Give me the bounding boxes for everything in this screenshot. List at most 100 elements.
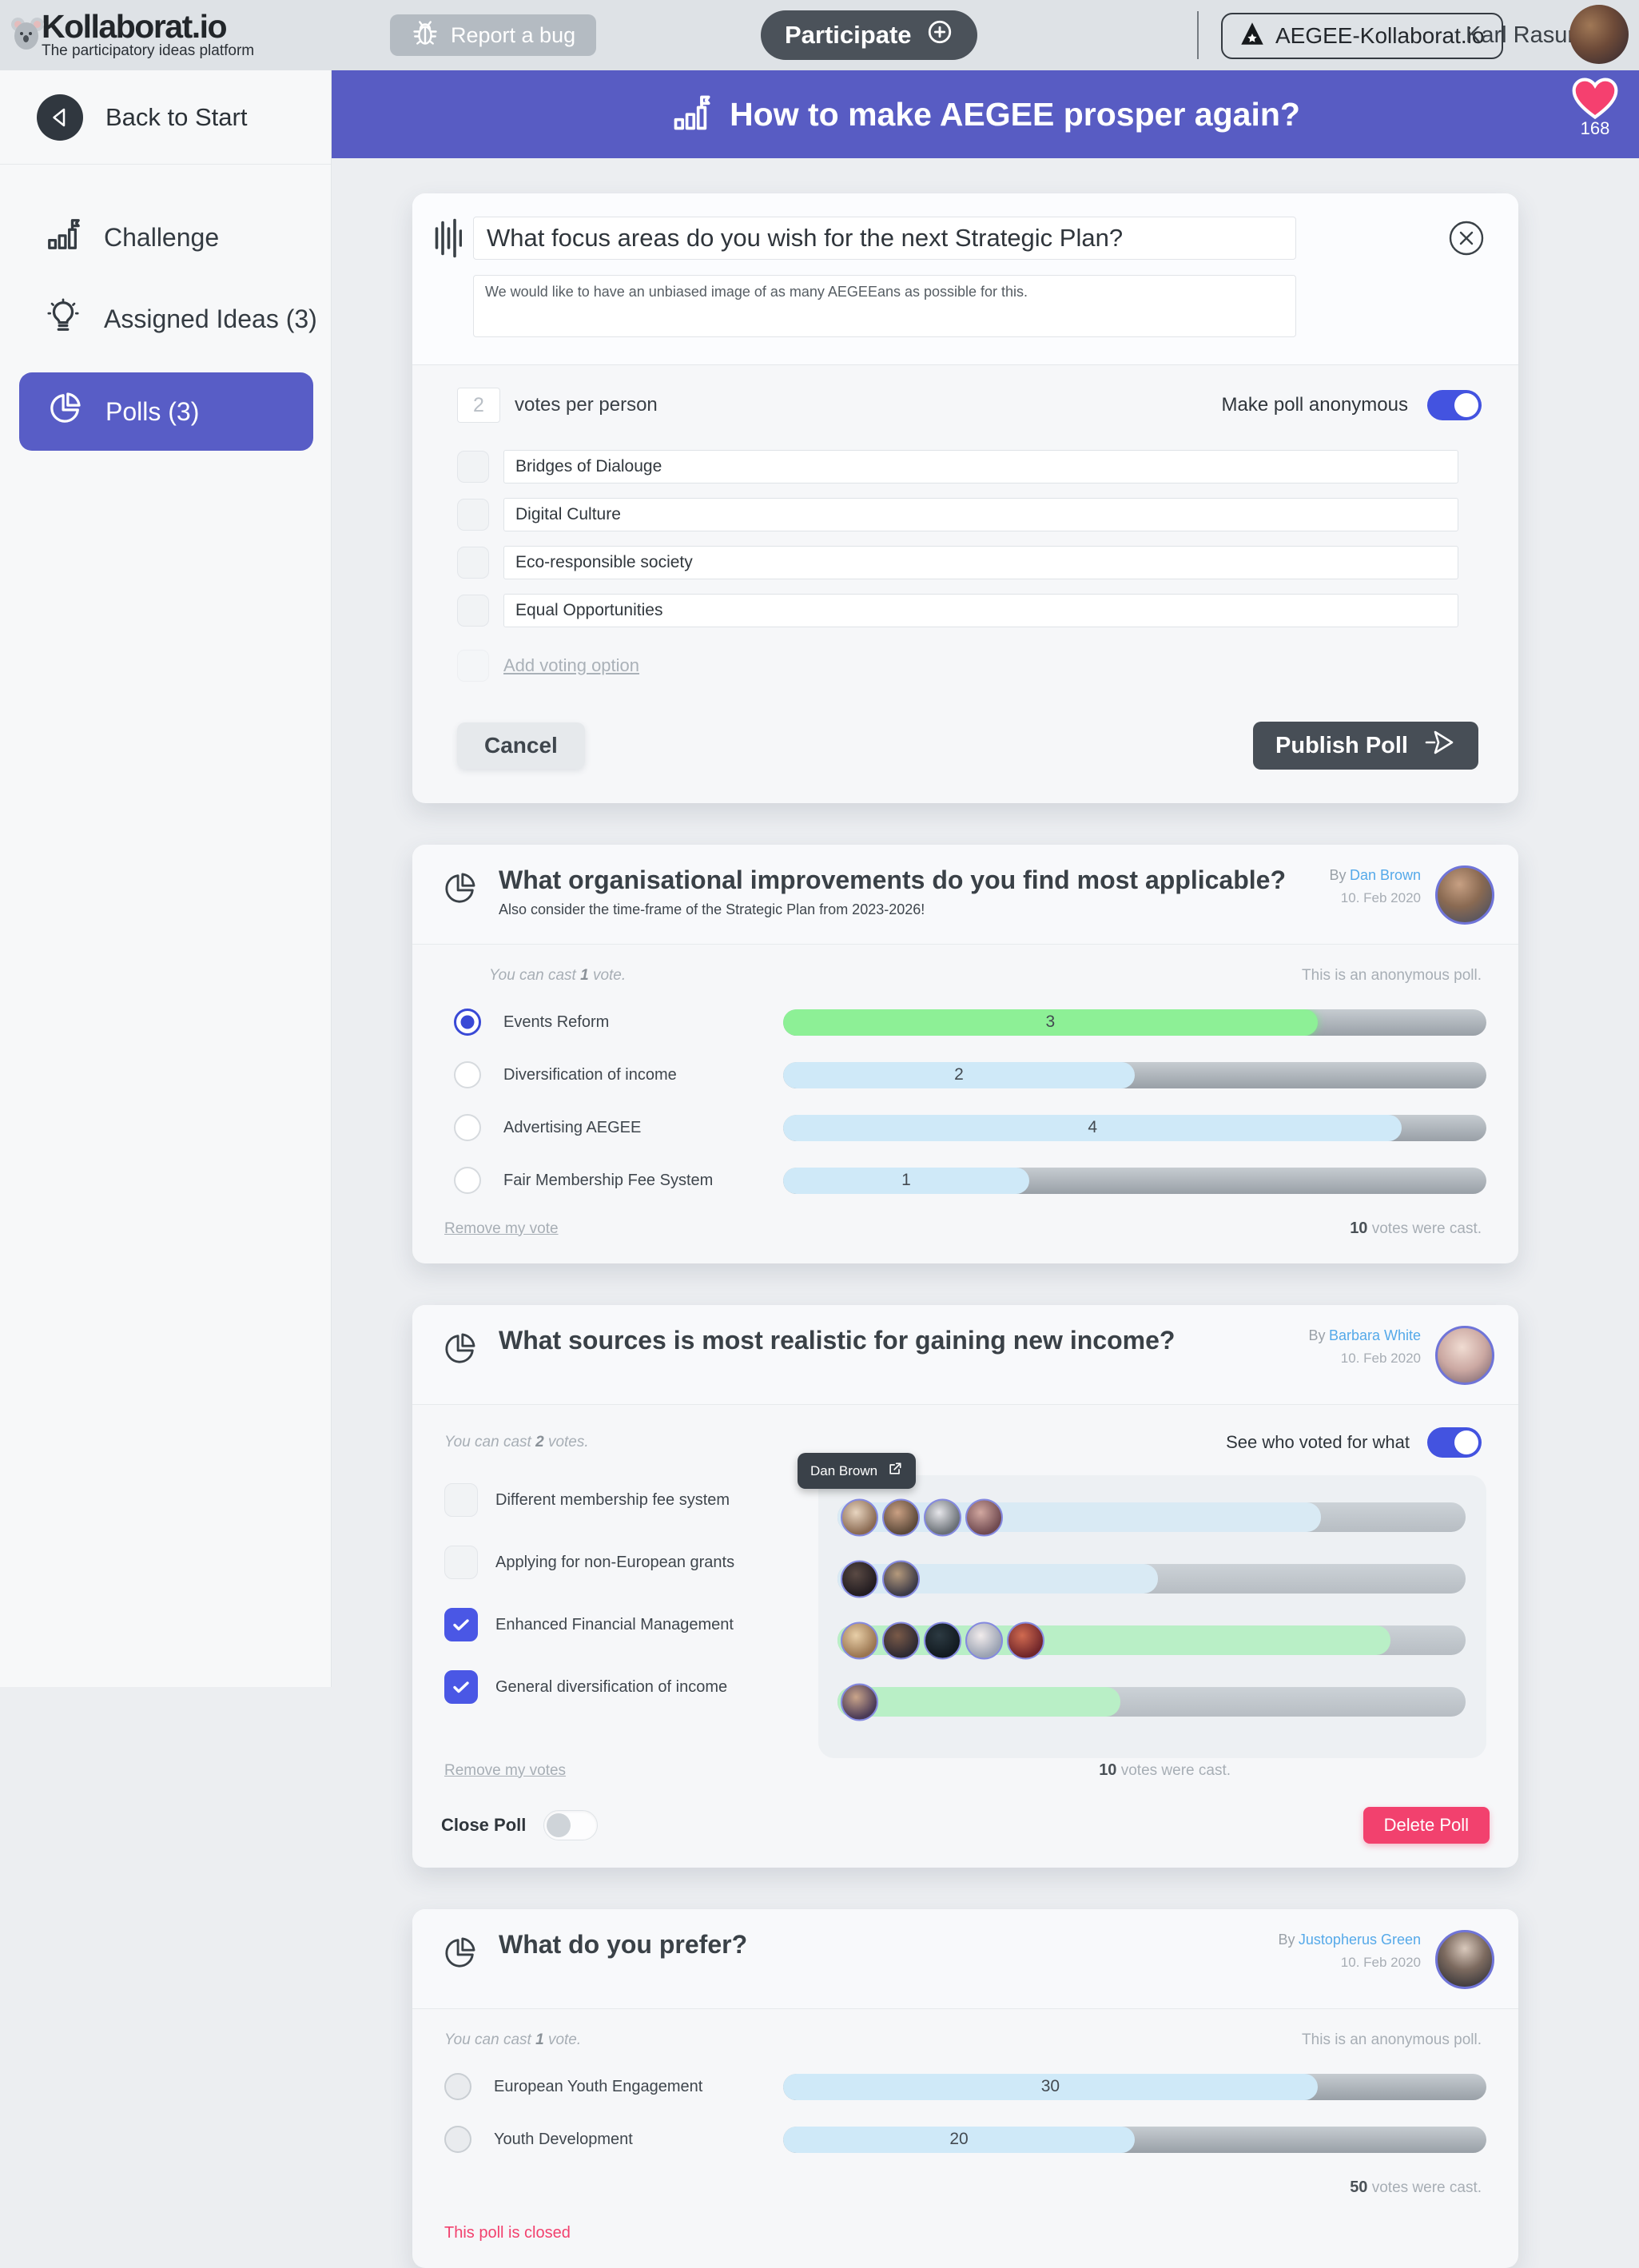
back-to-start-button[interactable]: Back to Start [0,70,331,165]
author-avatar[interactable] [1435,1326,1494,1385]
sidebar-item-challenge[interactable]: Challenge [0,197,331,278]
vote-count: 30 [1040,2077,1060,2095]
vote-checkbox[interactable] [444,1546,478,1579]
voter-avatar[interactable] [965,1621,1003,1659]
poll-date: 10. Feb 2020 [1340,1351,1421,1366]
vote-radio[interactable] [454,1009,481,1036]
vote-radio [444,2126,471,2153]
voter-avatar[interactable] [924,1498,961,1536]
close-icon [1448,221,1485,259]
vote-count: 4 [1088,1118,1098,1136]
voter-avatar[interactable] [841,1498,878,1536]
option-input[interactable] [503,594,1458,627]
votes-per-person-input[interactable] [457,388,500,423]
author-avatar[interactable] [1435,1930,1494,1989]
voter-avatar[interactable] [841,1560,878,1598]
voter-avatar[interactable] [965,1498,1003,1536]
app-logo[interactable]: Kollaborat.io The participatory ideas pl… [11,8,255,60]
vote-option-row: Diversification of income 2 [444,1061,1486,1088]
option-checkbox[interactable] [457,499,489,531]
voter-avatar[interactable] [882,1621,920,1659]
report-bug-label: Report a bug [451,22,576,47]
poll-option-row [457,498,1486,531]
vote-option-label: General diversification of income [495,1677,728,1696]
delete-poll-button[interactable]: Delete Poll [1363,1807,1490,1844]
voter-avatar[interactable] [882,1560,920,1598]
vote-checkbox[interactable] [444,1670,478,1704]
likes-count: 168 [1580,118,1610,138]
vote-bar-fill: 20 [783,2126,1135,2153]
user-name[interactable]: Karl Rasur [1466,22,1575,48]
bug-icon [411,18,440,53]
remove-votes-link[interactable]: Remove my votes [444,1761,567,1779]
vote-radio[interactable] [454,1114,481,1141]
vote-checkbox[interactable] [444,1483,478,1517]
sidebar-nav: Challenge Assigned Ideas (3) Polls (3 [0,165,331,451]
option-checkbox[interactable] [457,451,489,483]
sidebar: Back to Start Challenge [0,70,332,1687]
poll-closed-note: This poll is closed [444,2224,571,2242]
vote-bar-track: 30 [783,2073,1486,2100]
poll-card-preference: What do you prefer? By Justopherus Green… [412,1909,1518,2268]
vote-checkbox[interactable] [444,1608,478,1641]
voter-tooltip[interactable]: Dan Brown [798,1453,917,1489]
option-checkbox[interactable] [457,595,489,627]
remove-vote-link[interactable]: Remove my vote [444,1220,559,1237]
vote-radio[interactable] [454,1061,481,1088]
report-bug-button[interactable]: Report a bug [390,14,597,56]
publish-poll-button[interactable]: Publish Poll [1253,722,1478,770]
option-input[interactable] [503,546,1458,579]
poll-description-input[interactable]: We would like to have an unbiased image … [473,275,1296,337]
poll-title: What do you prefer? [499,1930,748,1959]
org-button-label: AEGEE-Kollaborat.io [1275,23,1485,48]
anonymous-toggle[interactable] [1427,390,1482,420]
poll-title-input[interactable] [473,217,1296,260]
add-voting-option-link[interactable]: Add voting option [503,655,640,675]
vote-bar-fill: 1 [783,1167,1029,1194]
cancel-button[interactable]: Cancel [457,722,585,769]
challenge-flag-chart-icon [670,92,712,137]
option-input[interactable] [503,450,1458,483]
see-who-voted-toggle[interactable] [1427,1427,1482,1458]
likes-widget[interactable]: 168 [1570,74,1620,139]
challenge-title: How to make AEGEE prosper again? [730,95,1300,133]
poll-author-link[interactable]: Barbara White [1328,1327,1421,1343]
option-checkbox[interactable] [457,547,489,579]
anonymous-note: This is an anonymous poll. [1302,967,1482,984]
vote-option-label: Advertising AEGEE [503,1118,642,1136]
voter-avatar[interactable] [1007,1621,1044,1659]
vote-option-label: Events Reform [503,1013,610,1031]
poll-card-income-sources: What sources is most realistic for gaini… [412,1305,1518,1868]
sidebar-item-polls[interactable]: Polls (3) [19,372,313,451]
vote-bar-track [837,1560,1466,1598]
heart-icon[interactable] [1570,78,1620,124]
option-input[interactable] [503,498,1458,531]
close-poll-toggle[interactable] [543,1810,599,1840]
polls-content: We would like to have an unbiased image … [332,158,1639,2268]
participate-button[interactable]: Participate [761,10,977,60]
vote-radio[interactable] [454,1167,481,1194]
main-area: How to make AEGEE prosper again? 168 [332,70,1639,2268]
logo-tagline: The participatory ideas platform [42,42,255,59]
vote-option-row: Different membership fee system [444,1483,818,1517]
vote-option-row: Enhanced Financial Management [444,1608,818,1641]
voter-bars-panel: Dan Brown [798,1453,1486,1758]
poll-author-link[interactable]: Justopherus Green [1298,1932,1421,1948]
voter-avatar[interactable] [924,1621,961,1659]
voter-avatar[interactable] [841,1683,878,1721]
sidebar-item-assigned-ideas[interactable]: Assigned Ideas (3) [0,278,331,360]
close-form-button[interactable] [1448,220,1485,257]
voter-avatar[interactable] [882,1498,920,1536]
votes-cast-note: 50 votes were cast. [1350,2178,1482,2196]
vote-bar-track: 20 [783,2126,1486,2153]
vote-option-row: Advertising AEGEE 4 [444,1114,1486,1141]
back-to-start-label: Back to Start [105,102,248,131]
vote-bar-track: 4 [783,1114,1486,1141]
voter-avatar[interactable] [841,1621,878,1659]
user-avatar[interactable] [1569,5,1629,64]
participate-label: Participate [785,21,912,49]
org-switcher-button[interactable]: AEGEE-Kollaborat.io [1221,13,1504,59]
poll-author-link[interactable]: Dan Brown [1349,867,1421,883]
send-arrow-icon [1424,726,1456,765]
author-avatar[interactable] [1435,865,1494,925]
